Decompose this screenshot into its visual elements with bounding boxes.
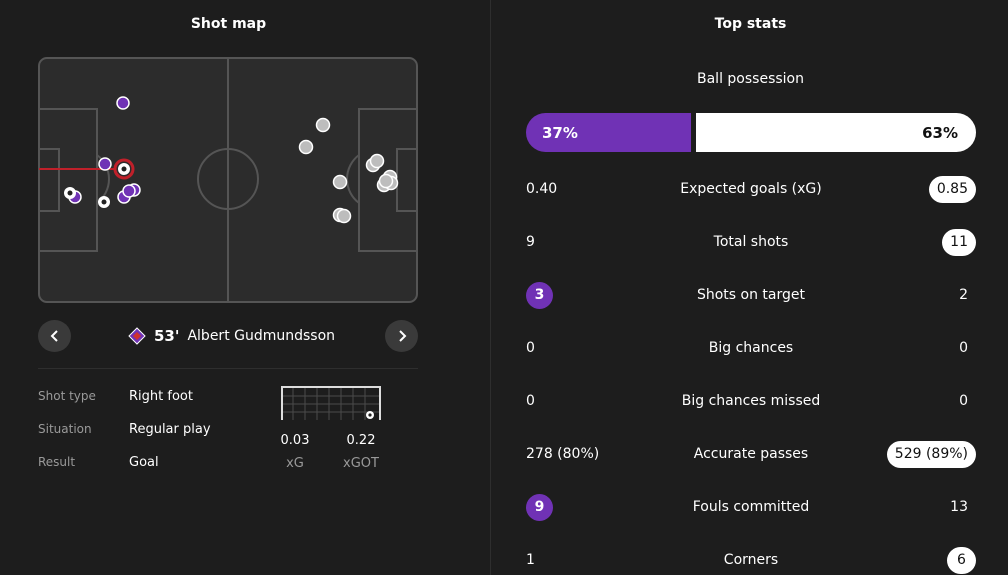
goal-frame bbox=[281, 386, 381, 420]
stat-name: Shots on target bbox=[696, 287, 805, 303]
stat-name: Big chances missed bbox=[681, 393, 821, 409]
stat-away-value: 2 bbox=[959, 287, 968, 303]
shot-type-label: Shot type bbox=[38, 389, 96, 403]
possession-home-value: 37% bbox=[542, 123, 578, 142]
shot-minute: 53' bbox=[154, 327, 180, 345]
stat-row: 0 Big chances missed 0 bbox=[526, 386, 976, 416]
result-value: Goal bbox=[129, 455, 159, 470]
possession-away-bar: 63% bbox=[696, 113, 976, 152]
stat-home-value: 0 bbox=[526, 393, 535, 409]
xg-label: xG bbox=[286, 456, 304, 471]
stat-row: 0 Big chances 0 bbox=[526, 333, 976, 363]
away-shots bbox=[298, 117, 399, 224]
right-penalty-arc bbox=[346, 154, 360, 204]
stat-home-value: 9 bbox=[526, 493, 553, 521]
stat-away-value: 0 bbox=[959, 393, 968, 409]
stat-row: 0.40 Expected goals (xG) 0.85 bbox=[526, 174, 976, 204]
stat-name: Expected goals (xG) bbox=[680, 181, 822, 197]
team-logo-icon bbox=[128, 327, 146, 345]
shot-type-value: Right foot bbox=[129, 389, 193, 404]
possession-label: Ball possession bbox=[697, 71, 804, 87]
shot-marker bbox=[378, 173, 394, 189]
selected-shot-ring bbox=[113, 158, 135, 180]
stat-row: 9 Fouls committed 13 bbox=[526, 492, 976, 522]
divider bbox=[38, 368, 418, 369]
stat-home-value: 0 bbox=[526, 340, 535, 356]
stat-home-value: 0.40 bbox=[526, 181, 558, 197]
top-stats-panel: Top stats Ball possession 37% 63% 0.40 Ex… bbox=[491, 0, 1008, 575]
result-label: Result bbox=[38, 455, 76, 469]
stat-home-value: 9 bbox=[526, 234, 535, 250]
xg-value: 0.03 bbox=[280, 433, 310, 448]
stat-row: 1 Corners 6 bbox=[526, 545, 976, 575]
stat-home-value: 1 bbox=[526, 552, 535, 568]
panel-divider bbox=[490, 0, 491, 575]
possession-home-bar: 37% bbox=[526, 113, 691, 152]
stat-away-value: 11 bbox=[942, 228, 976, 256]
xgot-value: 0.22 bbox=[346, 433, 376, 448]
chevron-right-icon bbox=[398, 330, 406, 342]
stat-name: Big chances bbox=[708, 340, 794, 356]
shot-player-name: Albert Gudmundsson bbox=[187, 328, 336, 344]
stat-name: Fouls committed bbox=[692, 499, 810, 515]
shot-map-title: Shot map bbox=[190, 16, 267, 32]
stat-home-value: 3 bbox=[526, 281, 553, 309]
stat-away-value: 0.85 bbox=[928, 175, 976, 203]
stat-home-value: 278 (80%) bbox=[526, 446, 600, 462]
shot-map-panel: Shot map bbox=[0, 0, 490, 575]
shot-marker bbox=[336, 208, 352, 224]
previous-shot-button[interactable] bbox=[38, 320, 71, 352]
shot-marker bbox=[369, 153, 385, 169]
situation-label: Situation bbox=[38, 422, 92, 436]
shot-marker bbox=[298, 139, 314, 155]
stat-away-value: 529 (89%) bbox=[886, 440, 976, 468]
shot-marker bbox=[116, 96, 130, 110]
selected-shot-label: 53' Albert Gudmundsson bbox=[128, 325, 335, 347]
center-circle bbox=[197, 148, 259, 210]
top-stats-title: Top stats bbox=[714, 16, 787, 32]
stat-away-value: 0 bbox=[959, 340, 968, 356]
chevron-left-icon bbox=[50, 330, 58, 342]
shot-marker bbox=[315, 117, 331, 133]
home-shots bbox=[64, 96, 141, 208]
stat-name: Corners bbox=[723, 552, 779, 568]
xgot-label: xGOT bbox=[343, 456, 379, 471]
possession-bar: 37% 63% bbox=[526, 113, 976, 152]
possession-away-value: 63% bbox=[922, 123, 958, 142]
stat-away-value: 13 bbox=[950, 499, 968, 515]
left-goal-area bbox=[38, 148, 60, 212]
pitch bbox=[38, 57, 418, 303]
next-shot-button[interactable] bbox=[385, 320, 418, 352]
shot-marker bbox=[122, 184, 136, 198]
stat-away-value: 6 bbox=[947, 546, 976, 574]
shot-marker bbox=[332, 174, 348, 190]
stat-row: 9 Total shots 11 bbox=[526, 227, 976, 257]
stat-name: Total shots bbox=[713, 234, 789, 250]
situation-value: Regular play bbox=[129, 422, 211, 437]
stat-name: Accurate passes bbox=[693, 446, 809, 462]
shot-marker bbox=[98, 157, 112, 171]
stat-row: 3 Shots on target 2 bbox=[526, 280, 976, 310]
stat-row: 278 (80%) Accurate passes 529 (89%) bbox=[526, 439, 976, 469]
